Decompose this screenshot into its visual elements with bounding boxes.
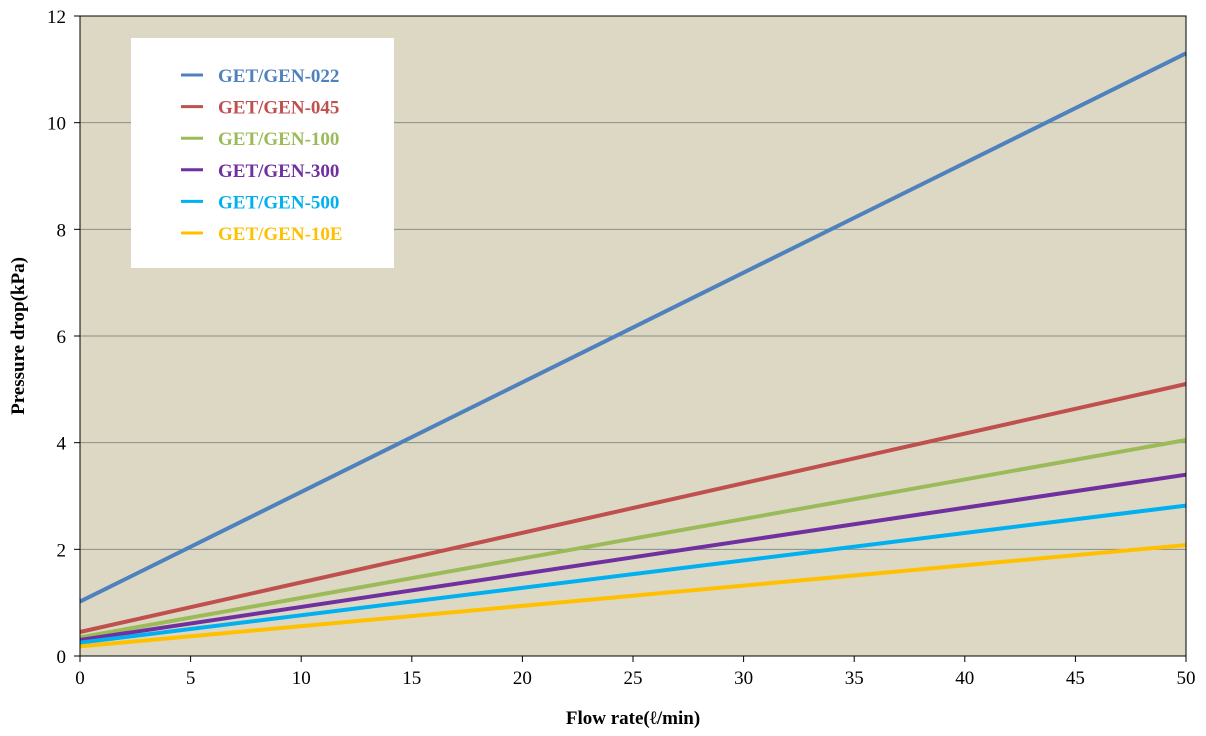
x-tick-label: 25 — [624, 668, 643, 689]
legend-label: GET/GEN-022 — [218, 66, 339, 87]
y-tick-label: 4 — [57, 434, 67, 455]
x-tick-label: 35 — [845, 668, 864, 689]
y-tick-label: 8 — [57, 220, 67, 241]
series-lines — [79, 51, 1187, 649]
x-tick-label: 0 — [75, 668, 85, 689]
x-axis-title: Flow rate(ℓ/min) — [566, 708, 700, 729]
x-tick-label: 40 — [955, 668, 974, 689]
y-tick-label: 12 — [47, 7, 66, 28]
legend-label: GET/GEN-500 — [218, 192, 339, 213]
legend-box — [131, 38, 394, 268]
x-tick-label: 45 — [1066, 668, 1085, 689]
legend-label: GET/GEN-100 — [218, 129, 339, 150]
legend-label: GET/GEN-10E — [218, 224, 343, 245]
y-tick-label: 6 — [57, 327, 67, 348]
legend: GET/GEN-022 GET/GEN-045 GET/GEN-100 GET/GEN… — [131, 38, 394, 268]
x-tick-label: 10 — [292, 668, 311, 689]
y-tick-label: 0 — [57, 647, 67, 668]
y-tick-label: 2 — [57, 540, 67, 561]
x-axis-ticks: 0 5 10 15 20 25 30 35 40 45 50 — [75, 656, 1196, 689]
legend-label: GET/GEN-045 — [218, 98, 339, 119]
y-axis-ticks: 0 2 4 6 8 10 12 — [47, 7, 80, 668]
series-line-get-gen-100 — [79, 438, 1187, 640]
y-tick-label: 10 — [47, 114, 66, 135]
series-line-get-gen-022 — [79, 51, 1187, 604]
series-line-get-gen-045 — [79, 382, 1187, 634]
series-line-get-gen-10e — [79, 543, 1187, 649]
x-tick-label: 15 — [402, 668, 421, 689]
series-line-get-gen-500 — [79, 503, 1187, 645]
x-tick-label: 20 — [513, 668, 532, 689]
x-tick-label: 5 — [186, 668, 196, 689]
series-line-get-gen-300 — [79, 472, 1187, 642]
legend-label: GET/GEN-300 — [218, 161, 339, 182]
y-axis-title: Pressure drop(kPa) — [8, 257, 29, 415]
x-tick-label: 50 — [1177, 668, 1196, 689]
x-tick-label: 30 — [734, 668, 753, 689]
